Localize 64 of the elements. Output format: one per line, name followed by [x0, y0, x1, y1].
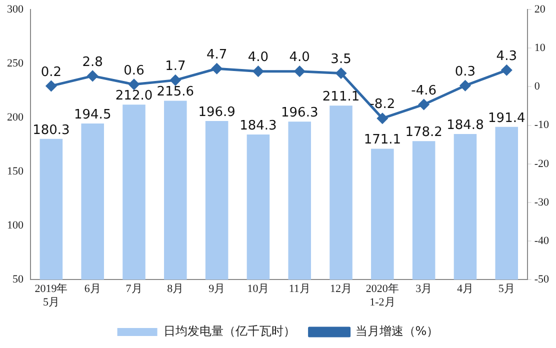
data-label: 0.2: [40, 64, 62, 80]
y-tick-label: 200: [7, 111, 24, 124]
data-label: 215.6: [156, 84, 194, 100]
x-tick-label: 10月: [247, 283, 270, 296]
data-label: 4.0: [248, 50, 269, 66]
y2-tick-label: 10: [534, 42, 546, 54]
x-tick-label: 3月: [416, 283, 432, 296]
data-label: 4.3: [496, 49, 517, 64]
y2-tick-label: 20: [534, 3, 546, 16]
point: [377, 113, 388, 124]
data-label: 196.9: [198, 104, 236, 120]
legend-label: 当月增速（%）: [355, 324, 439, 338]
point: [252, 66, 264, 77]
y-tick-label: 50: [12, 273, 24, 286]
point: [212, 63, 222, 74]
data-label: 4.7: [206, 47, 228, 62]
x-tick-label: 11月: [288, 283, 310, 296]
data-label: -8.2: [370, 97, 396, 112]
x-tick-label: 5月: [498, 283, 515, 296]
data-label: 4.0: [289, 50, 310, 66]
data-label: 194.5: [74, 107, 112, 122]
legend-label: 日均发电量（亿千瓦时）: [163, 324, 296, 338]
point: [294, 66, 305, 77]
data-label: 178.2: [405, 125, 442, 140]
data-label: 184.8: [446, 118, 484, 133]
x-tick-label: 12月: [330, 283, 352, 296]
y-tick-label: 250: [7, 57, 24, 70]
data-label: -4.6: [411, 83, 437, 98]
point: [336, 68, 346, 78]
data-label: 0.6: [124, 63, 144, 78]
y2-tick-label: 0: [534, 80, 540, 93]
y2-tick-label: -30: [534, 196, 550, 208]
y2-tick-label: -20: [534, 158, 550, 170]
point: [418, 99, 430, 110]
data-label: 1.7: [165, 59, 186, 74]
data-label: 211.1: [322, 89, 360, 104]
point: [460, 80, 470, 91]
y2-tick-label: -50: [534, 273, 550, 286]
data-label: 196.3: [281, 105, 318, 120]
y2-tick-label: -40: [534, 234, 550, 247]
data-label: 212.0: [115, 88, 153, 104]
x-tick-label: 2019年 5月: [34, 283, 68, 308]
point: [501, 64, 512, 76]
point: [170, 74, 181, 86]
x-tick-label: 2020年 1-2月: [366, 283, 399, 308]
y-tick-label: 100: [7, 219, 24, 232]
data-label: 180.3: [32, 122, 70, 138]
data-label: 3.5: [330, 52, 352, 68]
point: [46, 80, 56, 92]
y-tick-label: 150: [7, 165, 24, 178]
data-label: 184.3: [240, 118, 277, 134]
data-label: 171.1: [364, 132, 402, 148]
data-label: 191.4: [488, 110, 526, 126]
y-tick-label: 300: [7, 3, 24, 16]
x-tick-label: 9月: [208, 283, 226, 296]
point: [87, 70, 98, 82]
x-tick-label: 4月: [456, 283, 474, 296]
y2-tick-label: -10: [534, 119, 550, 132]
data-label: 2.8: [82, 54, 103, 70]
x-tick-label: 8月: [167, 283, 184, 296]
x-tick-label: 6月: [84, 283, 101, 296]
data-label: 0.3: [454, 64, 476, 80]
point: [128, 79, 140, 90]
x-tick-label: 7月: [126, 283, 142, 296]
